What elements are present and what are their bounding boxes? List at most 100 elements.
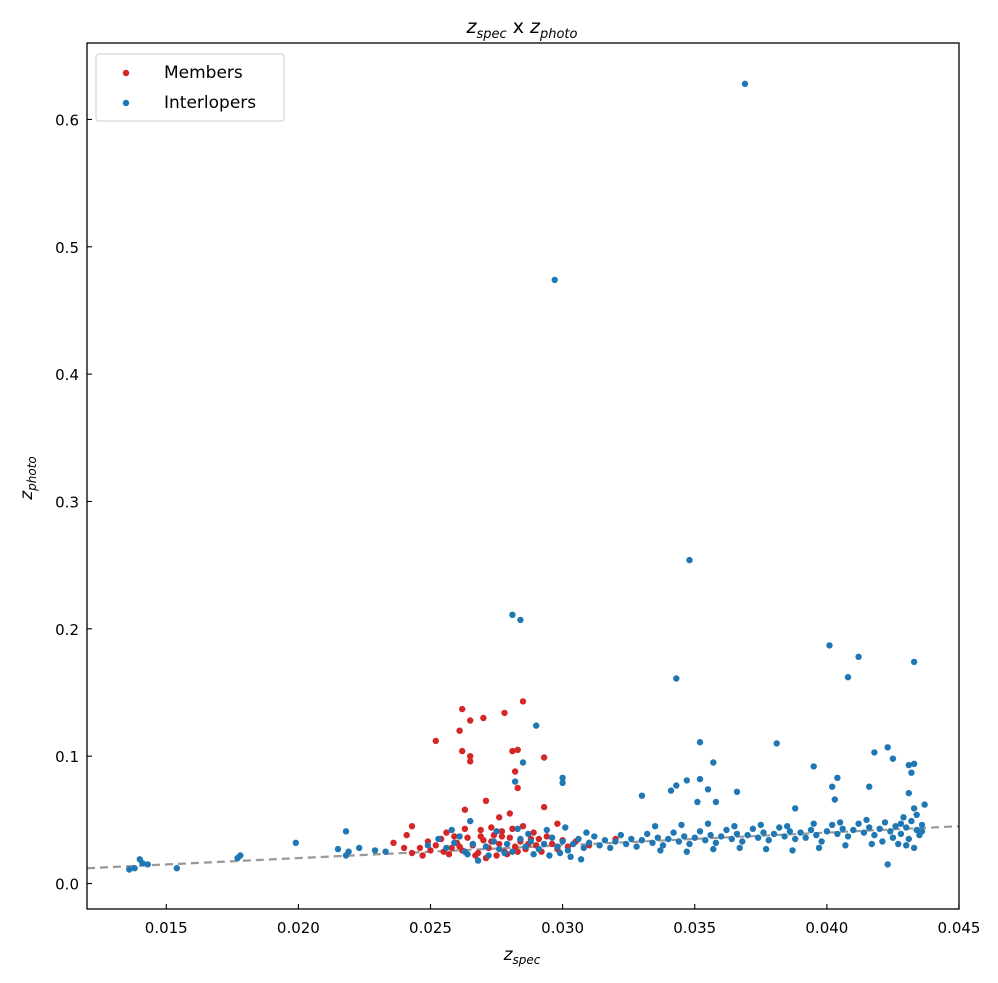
- point-interlopers: [770, 830, 778, 838]
- x-tick-label: 0.040: [805, 919, 848, 937]
- point-interlopers: [844, 833, 852, 840]
- y-axis-label: zphoto: [17, 456, 39, 501]
- point-interlopers: [781, 833, 788, 840]
- point-members: [448, 844, 455, 852]
- point-interlopers: [548, 834, 556, 841]
- point-interlopers: [601, 837, 609, 844]
- point-members: [432, 737, 439, 745]
- point-members: [427, 847, 434, 854]
- point-interlopers: [918, 821, 926, 829]
- point-interlopers: [910, 844, 918, 852]
- point-interlopers: [530, 851, 537, 858]
- point-interlopers: [382, 848, 389, 855]
- point-interlopers: [802, 834, 809, 841]
- point-interlopers: [673, 782, 680, 789]
- point-interlopers: [696, 739, 704, 746]
- point-interlopers: [126, 866, 133, 873]
- point-interlopers: [493, 828, 500, 835]
- y-tick-label: 0.0: [55, 876, 79, 894]
- point-members: [496, 814, 503, 821]
- point-interlopers: [570, 840, 577, 848]
- point-interlopers: [535, 845, 543, 853]
- point-members: [498, 833, 506, 840]
- point-interlopers: [556, 849, 564, 857]
- point-interlopers: [910, 658, 918, 666]
- legend: Members Interlopers: [95, 53, 285, 122]
- point-interlopers: [580, 844, 587, 852]
- point-members: [535, 835, 543, 843]
- point-members: [514, 746, 521, 753]
- point-interlopers: [850, 826, 857, 834]
- point-interlopers: [710, 845, 717, 853]
- point-interlopers: [789, 847, 796, 854]
- point-interlopers: [451, 839, 458, 846]
- point-interlopers: [139, 860, 146, 867]
- point-interlopers: [649, 839, 656, 846]
- y-axis-label-main: z: [17, 490, 37, 501]
- point-interlopers: [670, 829, 677, 836]
- point-interlopers: [683, 848, 690, 855]
- x-tick-label: 0.020: [277, 919, 320, 937]
- point-interlopers: [797, 829, 804, 836]
- point-interlopers: [829, 821, 836, 829]
- title-join: x: [507, 16, 530, 38]
- point-members: [459, 747, 466, 755]
- point-interlopers: [884, 861, 891, 868]
- point-interlopers: [694, 798, 701, 806]
- point-interlopers: [617, 831, 624, 839]
- point-interlopers: [908, 817, 915, 825]
- point-interlopers: [760, 829, 767, 836]
- point-members: [459, 705, 466, 713]
- point-members: [443, 829, 450, 836]
- point-interlopers: [895, 840, 902, 848]
- x-tick-label: 0.045: [938, 919, 981, 937]
- point-members: [514, 784, 521, 792]
- point-members: [548, 840, 556, 848]
- point-interlopers: [607, 844, 614, 852]
- point-interlopers: [612, 838, 619, 845]
- point-interlopers: [651, 823, 659, 830]
- point-interlopers: [456, 833, 463, 840]
- point-interlopers: [876, 825, 883, 832]
- point-members: [554, 820, 561, 827]
- point-members: [506, 834, 513, 841]
- point-members: [451, 833, 458, 840]
- point-interlopers: [913, 826, 920, 834]
- point-members: [416, 844, 424, 852]
- point-interlopers: [844, 674, 852, 681]
- point-interlopers: [356, 844, 363, 852]
- point-interlopers: [467, 817, 474, 825]
- point-interlopers: [691, 834, 698, 841]
- point-interlopers: [527, 838, 535, 845]
- point-interlopers: [596, 842, 603, 849]
- ticks-layer: 0.015 0.020 0.025 0.030 0.035 0.040 0.045 0.0 0.…: [55, 111, 980, 937]
- point-interlopers: [554, 843, 561, 850]
- point-members: [540, 803, 548, 811]
- title-second-sub: photo: [539, 27, 578, 42]
- point-interlopers: [443, 844, 450, 852]
- point-members: [511, 768, 519, 775]
- point-members: [496, 840, 503, 848]
- point-interlopers: [559, 774, 566, 781]
- point-interlopers: [490, 838, 498, 845]
- point-interlopers: [871, 749, 878, 756]
- point-interlopers: [866, 824, 873, 831]
- point-interlopers: [686, 556, 693, 564]
- point-interlopers: [435, 835, 442, 843]
- point-interlopers: [863, 816, 870, 824]
- point-interlopers: [334, 845, 342, 853]
- point-interlopers: [424, 842, 432, 849]
- legend-label-members: Members: [164, 63, 243, 83]
- point-interlopers: [776, 824, 783, 831]
- point-interlopers: [921, 801, 928, 808]
- title-main: z: [466, 16, 478, 38]
- point-interlopers: [485, 852, 492, 859]
- legend-box: [95, 53, 285, 122]
- point-interlopers: [813, 831, 820, 839]
- point-interlopers: [723, 826, 730, 834]
- point-interlopers: [792, 805, 799, 812]
- point-interlopers: [469, 840, 476, 848]
- point-interlopers: [533, 722, 540, 729]
- point-interlopers: [522, 843, 529, 850]
- point-interlopers: [654, 834, 661, 841]
